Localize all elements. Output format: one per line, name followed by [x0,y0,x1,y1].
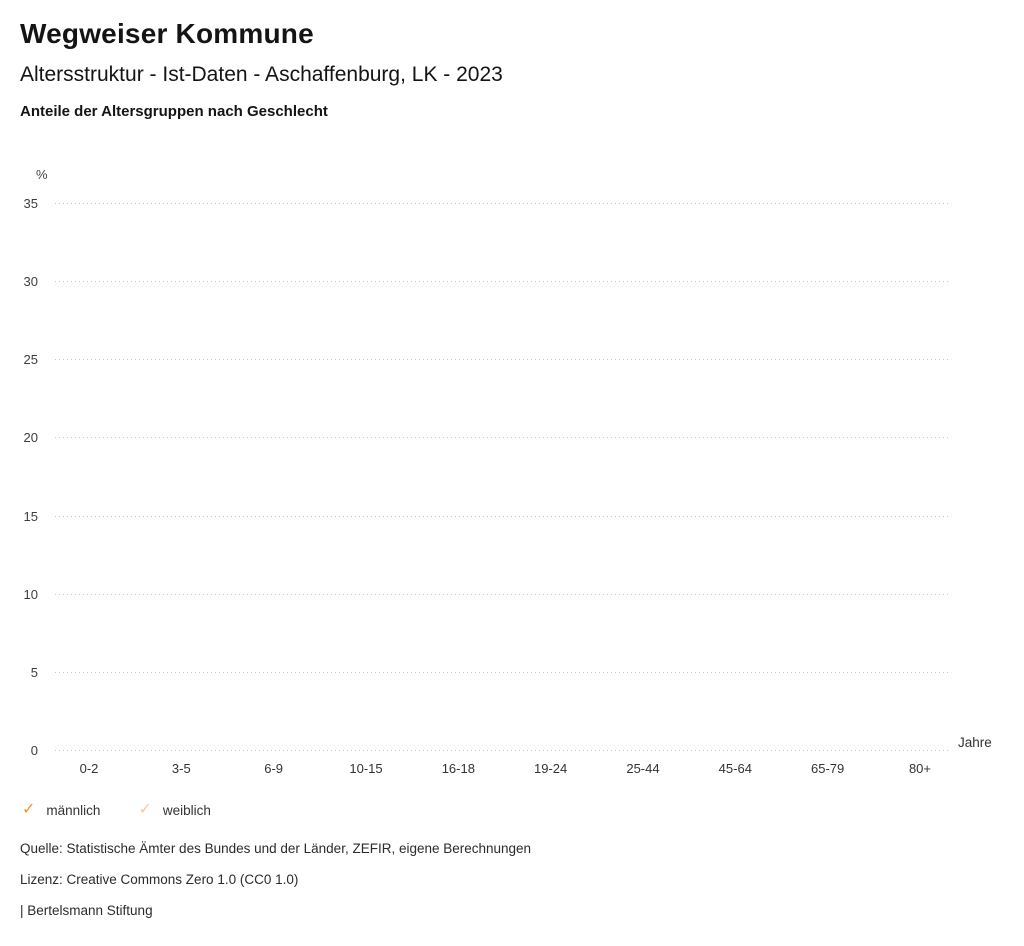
y-tick-label: 0 [30,743,38,758]
legend-label: männlich [46,802,101,818]
y-tick-label: 5 [30,664,38,680]
y-tick-label: 30 [23,274,38,290]
checkmark-icon: ✓ [22,801,36,818]
y-axis: 0 5 10 15 20 25 30 35 [0,196,38,758]
page-subtitle: Altersstruktur - Ist-Daten - Aschaffenbu… [20,63,503,86]
chart-title: Anteile der Altersgruppen nach Geschlech… [20,103,328,120]
grid-line [55,593,950,595]
source-text: Quelle: Statistische Ämter des Bundes un… [20,841,532,856]
license-text: Lizenz: Creative Commons Zero 1.0 (CC0 1… [20,872,299,887]
x-axis-unit-label: Jahre [958,735,992,750]
attribution-text: | Bertelsmann Stiftung [20,903,153,918]
header: Wegweiser Kommune Altersstruktur - Ist-D… [0,0,1024,120]
x-tick-label: 16-18 [441,761,475,776]
grid-line [55,437,950,439]
y-tick-label: 25 [23,352,38,368]
y-tick-label: 10 [23,586,38,602]
grid-line [55,515,950,517]
plot-area [55,203,950,751]
x-tick-label: 3-5 [171,761,191,776]
x-tick-label: 0-2 [79,761,99,776]
x-tick-label: 25-44 [626,761,660,776]
x-tick-label: 80+ [908,761,931,776]
page-title: Wegweiser Kommune [20,18,314,49]
x-tick-label: 10-15 [349,761,383,776]
x-tick-label: 65-79 [811,761,845,776]
x-tick-label: 45-64 [718,761,752,776]
grid-line [55,203,950,204]
legend-item-maennlich[interactable]: ✓ männlich [22,802,100,818]
x-tick-label: 6-9 [264,761,284,776]
x-tick-label: 19-24 [534,761,568,776]
x-axis: 0-2 3-5 6-9 10-15 16-18 19-24 25-44 45-64 65-79 8… [55,761,950,781]
legend-label: weiblich [162,802,211,818]
y-tick-label: 15 [23,508,38,524]
legend: ✓ männlich ✓ weiblich [22,802,1024,818]
y-axis-unit-label: % [36,167,48,182]
checkmark-icon: ✓ [138,801,152,818]
y-tick-label: 20 [23,430,38,446]
grid-line [55,281,950,283]
legend-item-weiblich[interactable]: ✓ weiblich [138,802,210,818]
bar-chart: % 0 5 10 15 20 25 30 35 0-2 3-5 6-9 10-15 16-18 19-2… [0,120,1024,786]
grid-line [55,750,950,751]
grid-line [55,359,950,361]
grid-line [55,671,950,673]
y-tick-label: 35 [23,196,38,211]
footer: Quelle: Statistische Ämter des Bundes un… [20,840,1024,919]
